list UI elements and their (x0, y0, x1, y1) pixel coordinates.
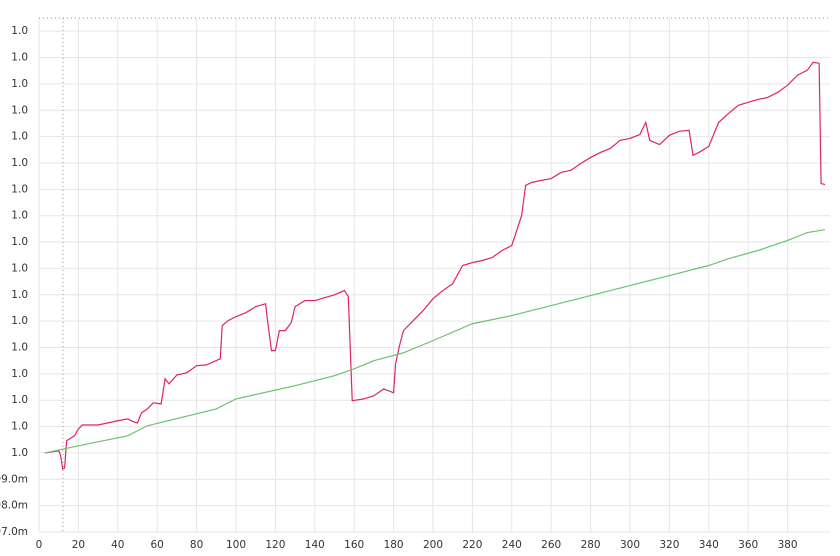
x-tick-label: 240 (502, 539, 522, 551)
y-tick-label: 1.0 (11, 210, 28, 222)
x-tick-label: 160 (344, 539, 364, 551)
y-tick-label: 1.0 (11, 315, 28, 327)
x-tick-label: 0 (36, 539, 43, 551)
x-tick-label: 60 (151, 539, 164, 551)
x-tick-label: 380 (778, 539, 798, 551)
x-tick-label: 120 (265, 539, 285, 551)
y-tick-label: 1.0 (11, 262, 28, 274)
x-tick-label: 300 (620, 539, 640, 551)
y-tick-label: 1.0 (11, 52, 28, 64)
y-tick-label: 1.0 (11, 78, 28, 90)
y-tick-label: 1.0 (11, 131, 28, 143)
y-tick-label: 1.0 (11, 447, 28, 459)
y-tick-label: 997.0m (0, 526, 28, 538)
y-tick-label: 1.0 (11, 368, 28, 380)
y-tick-label: 1.0 (11, 421, 28, 433)
y-tick-label: 1.0 (11, 104, 28, 116)
x-tick-label: 200 (423, 539, 443, 551)
y-tick-label: 1.0 (11, 183, 28, 195)
y-tick-label: 998.0m (0, 500, 28, 512)
y-tick-label: 1.0 (11, 157, 28, 169)
x-tick-label: 280 (581, 539, 601, 551)
y-tick-label: 1.0 (11, 394, 28, 406)
x-tick-label: 40 (111, 539, 124, 551)
x-tick-label: 220 (462, 539, 482, 551)
y-tick-label: 1.0 (11, 341, 28, 353)
y-tick-label: 1.0 (11, 236, 28, 248)
x-tick-label: 320 (659, 539, 679, 551)
x-tick-label: 100 (226, 539, 246, 551)
x-tick-label: 260 (541, 539, 561, 551)
y-tick-label: 999.0m (0, 473, 28, 485)
x-tick-label: 140 (305, 539, 325, 551)
y-tick-label: 1.0 (11, 289, 28, 301)
x-tick-label: 360 (738, 539, 758, 551)
x-tick-label: 180 (384, 539, 404, 551)
x-tick-label: 20 (72, 539, 85, 551)
x-tick-label: 80 (190, 539, 203, 551)
series-line (44, 229, 826, 454)
x-tick-label: 340 (699, 539, 719, 551)
y-tick-label: 1.0 (11, 25, 28, 37)
